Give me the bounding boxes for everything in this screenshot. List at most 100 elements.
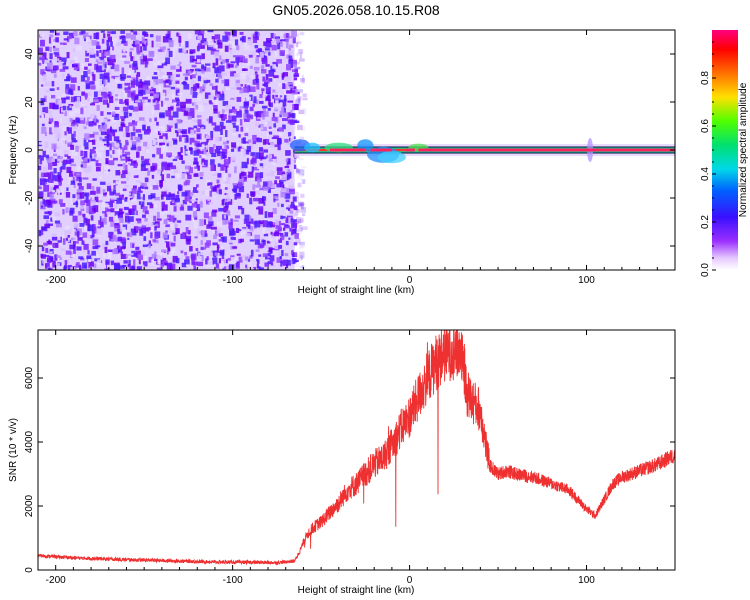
noise-speck <box>261 57 268 65</box>
noise-speck <box>128 260 131 266</box>
noise-speck <box>156 267 162 270</box>
noise-speck <box>54 220 61 224</box>
noise-speck <box>72 198 75 203</box>
noise-speck <box>135 129 142 133</box>
noise-speck <box>39 33 45 37</box>
noise-speck <box>81 146 85 152</box>
noise-speck <box>239 174 243 179</box>
noise-speck <box>165 224 170 228</box>
noise-speck <box>140 59 145 65</box>
noise-speck <box>152 81 156 87</box>
noise-speck <box>258 267 264 270</box>
noise-speck <box>98 40 102 43</box>
noise-speck <box>271 44 277 51</box>
noise-speck <box>120 123 126 128</box>
noise-speck <box>113 136 120 142</box>
noise-speck <box>65 225 71 230</box>
noise-speck <box>96 83 100 90</box>
noise-speck <box>243 150 247 157</box>
noise-speck <box>62 238 66 245</box>
noise-speck <box>122 242 127 249</box>
noise-speck <box>222 109 225 115</box>
noise-speck <box>84 94 88 98</box>
noise-speck <box>226 162 229 168</box>
noise-speck <box>272 64 276 69</box>
noise-speck <box>253 96 257 104</box>
noise-speck <box>167 77 172 81</box>
snr-y-tick-label: 2000 <box>24 494 35 517</box>
noise-speck <box>47 69 52 72</box>
noise-speck <box>209 83 214 86</box>
noise-speck <box>182 199 186 204</box>
noise-speck <box>131 199 137 202</box>
noise-speck <box>263 92 268 96</box>
noise-speck <box>280 223 286 226</box>
noise-speck <box>216 255 220 261</box>
noise-speck <box>96 61 103 64</box>
noise-speck <box>104 246 108 254</box>
noise-speck <box>140 156 144 161</box>
noise-speck <box>100 111 104 116</box>
noise-speck <box>212 242 218 246</box>
noise-speck <box>59 257 62 260</box>
noise-speck <box>257 269 264 270</box>
noise-speck <box>279 181 284 188</box>
noise-speck <box>277 170 282 176</box>
noise-speck <box>217 151 223 157</box>
noise-speck <box>288 205 292 211</box>
noise-speck <box>85 218 90 226</box>
noise-speck <box>95 41 100 46</box>
noise-speck <box>65 88 71 95</box>
noise-speck <box>253 162 256 166</box>
noise-speck <box>234 64 238 68</box>
noise-speck <box>110 260 115 266</box>
noise-speck <box>245 256 249 261</box>
noise-speck <box>67 234 70 238</box>
noise-speck <box>48 200 51 206</box>
noise-speck <box>129 144 132 152</box>
noise-speck <box>237 181 242 188</box>
noise-speck <box>286 64 292 71</box>
noise-speck <box>238 55 244 62</box>
noise-speck <box>261 65 265 71</box>
noise-speck <box>266 173 272 176</box>
noise-speck <box>172 158 178 161</box>
noise-speck <box>252 140 257 145</box>
noise-speck <box>141 40 147 43</box>
noise-speck <box>221 59 226 64</box>
noise-speck <box>211 86 216 90</box>
noise-speck <box>254 220 261 228</box>
noise-speck <box>230 71 236 77</box>
noise-speck <box>52 260 56 268</box>
noise-speck <box>284 224 289 227</box>
noise-speck <box>192 197 199 202</box>
noise-speck <box>282 118 288 122</box>
noise-speck <box>44 192 47 200</box>
noise-speck <box>156 65 162 72</box>
noise-speck <box>204 261 209 268</box>
noise-speck <box>154 226 157 231</box>
noise-speck <box>300 178 307 184</box>
noise-speck <box>279 179 284 185</box>
noise-speck <box>226 193 230 199</box>
noise-speck <box>161 100 164 107</box>
noise-speck <box>256 260 260 265</box>
noise-speck <box>81 240 85 245</box>
noise-speck <box>194 216 198 220</box>
noise-speck <box>59 167 63 173</box>
noise-speck <box>299 241 305 246</box>
noise-speck <box>146 126 151 131</box>
noise-speck <box>299 183 302 187</box>
noise-speck <box>79 215 83 220</box>
noise-speck <box>110 234 115 240</box>
noise-speck <box>45 246 48 250</box>
noise-speck <box>244 214 250 221</box>
noise-speck <box>89 113 96 118</box>
noise-speck <box>92 246 99 250</box>
noise-speck <box>258 221 264 225</box>
noise-speck <box>210 130 214 138</box>
noise-speck <box>114 224 121 229</box>
noise-speck <box>208 94 214 100</box>
noise-speck <box>153 215 157 222</box>
